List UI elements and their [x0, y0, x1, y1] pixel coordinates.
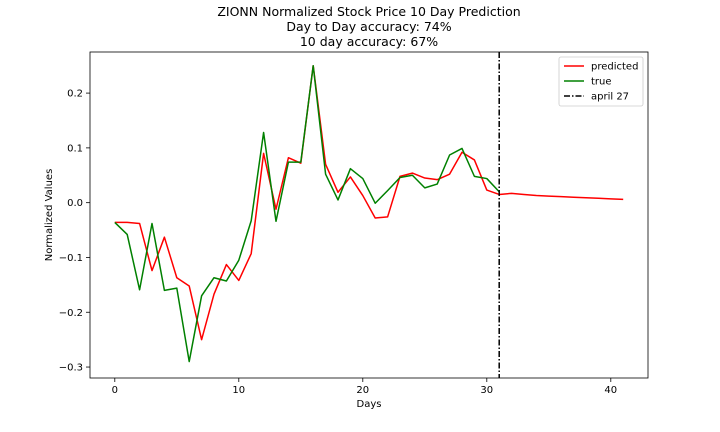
legend-label-predicted: predicted [591, 62, 638, 73]
y-tick-label-3: 0.0 [67, 198, 83, 209]
axis-ticks: 0 10 20 30 40 −0.3 −0.2 −0.1 0.0 0.1 0.2 [59, 89, 617, 396]
legend-box [558, 56, 644, 107]
x-tick-label-10: 10 [232, 385, 245, 396]
chart-title-line-3: 10 day accuracy: 67% [300, 34, 438, 49]
series-line-predicted [114, 64, 624, 341]
series-lines [114, 52, 624, 378]
x-tick-label-20: 20 [356, 385, 369, 396]
series-line-true [114, 64, 500, 363]
legend: predicted true april 27 [558, 56, 644, 107]
chart-title-line-1: ZIONN Normalized Stock Price 10 Day Pred… [217, 4, 520, 19]
y-tick-label-0: −0.3 [59, 363, 83, 374]
x-tick-label-0: 0 [112, 385, 118, 396]
y-tick-label-4: 0.1 [67, 143, 83, 154]
y-tick-label-1: −0.2 [59, 308, 83, 319]
x-axis-label: Days [357, 399, 382, 410]
x-tick-label-40: 40 [604, 385, 617, 396]
x-tick-label-30: 30 [480, 385, 493, 396]
legend-label-true: true [591, 77, 612, 88]
legend-label-vline: april 27 [591, 92, 629, 103]
y-axis-label: Normalized Values [44, 169, 55, 262]
y-tick-label-2: −0.1 [59, 253, 83, 264]
chart-title: ZIONN Normalized Stock Price 10 Day Pred… [217, 4, 520, 49]
y-tick-label-5: 0.2 [67, 89, 83, 100]
chart-title-line-2: Day to Day accuracy: 74% [286, 19, 451, 34]
plot-frame [89, 51, 649, 379]
